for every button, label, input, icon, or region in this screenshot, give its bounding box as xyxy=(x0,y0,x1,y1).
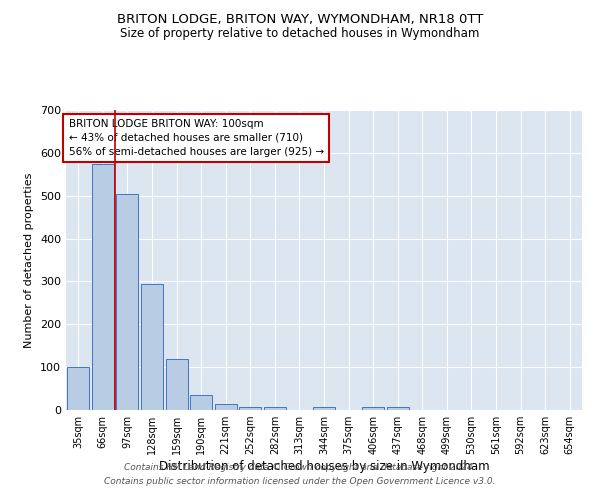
Bar xyxy=(67,367,89,410)
X-axis label: Distribution of detached houses by size in Wymondham: Distribution of detached houses by size … xyxy=(158,460,490,473)
Text: BRITON LODGE BRITON WAY: 100sqm
← 43% of detached houses are smaller (710)
56% o: BRITON LODGE BRITON WAY: 100sqm ← 43% of… xyxy=(68,119,324,157)
Bar xyxy=(313,406,335,410)
Y-axis label: Number of detached properties: Number of detached properties xyxy=(25,172,34,348)
Bar xyxy=(166,360,188,410)
Bar xyxy=(239,406,262,410)
Bar xyxy=(92,164,114,410)
Bar xyxy=(190,395,212,410)
Bar xyxy=(386,406,409,410)
Text: Contains HM Land Registry data © Crown copyright and database right 2024.: Contains HM Land Registry data © Crown c… xyxy=(124,464,476,472)
Bar xyxy=(264,406,286,410)
Text: Contains public sector information licensed under the Open Government Licence v3: Contains public sector information licen… xyxy=(104,477,496,486)
Text: Size of property relative to detached houses in Wymondham: Size of property relative to detached ho… xyxy=(121,28,479,40)
Text: BRITON LODGE, BRITON WAY, WYMONDHAM, NR18 0TT: BRITON LODGE, BRITON WAY, WYMONDHAM, NR1… xyxy=(117,12,483,26)
Bar xyxy=(362,406,384,410)
Bar xyxy=(116,194,139,410)
Bar xyxy=(215,404,237,410)
Bar xyxy=(141,284,163,410)
